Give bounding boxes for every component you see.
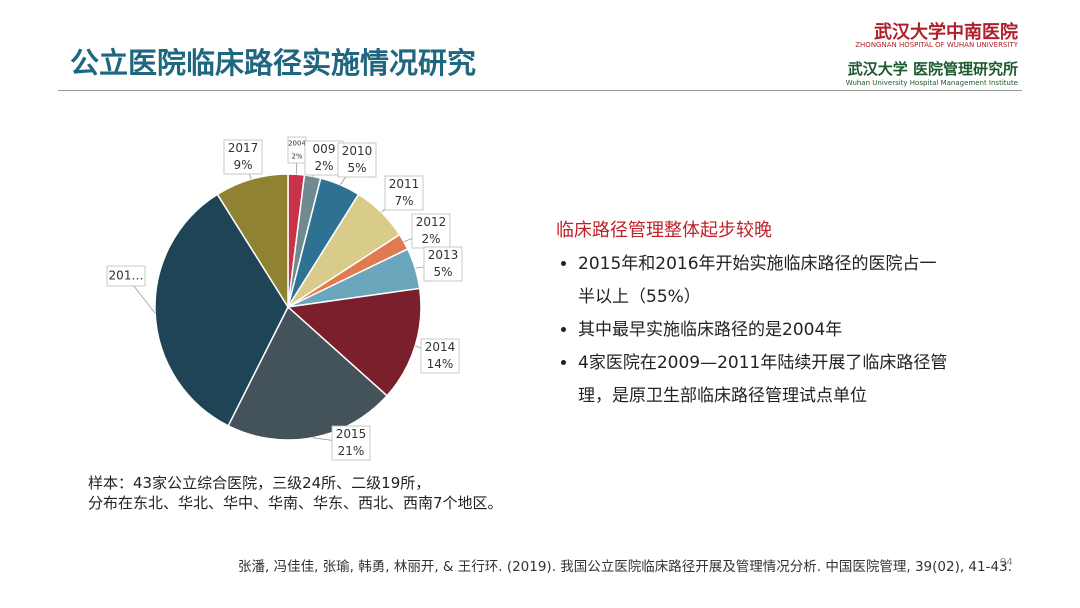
slice-label: 2013 (428, 248, 459, 262)
slice-value-label: 5% (433, 265, 452, 279)
sample-note: 样本：43家公立综合医院，三级24所、二级19所， (88, 474, 431, 492)
bullet: 其中最早实施临床路径的是2004年 (578, 314, 948, 347)
summary-heading: 临床路径管理整体起步较晚 (556, 220, 772, 241)
page-number: 94 (1000, 557, 1013, 568)
bullet: 4家医院在2009—2011年陆续开展了临床路径管理，是原卫生部临床路径管理试点… (578, 347, 948, 413)
label-box (106, 265, 146, 287)
slice-value-label: 21% (338, 444, 365, 458)
slice-value-label: 14% (427, 357, 454, 371)
label-box (411, 213, 451, 249)
logo-text-en: ZHONGNAN HOSPITAL OF WUHAN UNIVERSITY (855, 41, 1018, 49)
sample-note: 分布在东北、华北、华中、华南、华东、西北、西南7个地区。 (88, 494, 503, 512)
slice-label: 2012 (416, 215, 447, 229)
slice-value-label: 2% (421, 232, 440, 246)
slice-value-label: 9% (233, 158, 252, 172)
logo-text: 武汉大学中南医院 (874, 22, 1018, 43)
slice-label: 2015 (336, 427, 367, 441)
slice-value-label: 2% (291, 153, 302, 161)
slice-label: 201… (109, 269, 144, 283)
logo-text-en: Wuhan University Hospital Management Ins… (845, 79, 1018, 87)
slice-value-label: 2% (314, 159, 333, 173)
slice-label: 009 (313, 142, 336, 156)
slice-value-label: 5% (347, 161, 366, 175)
label-box (331, 425, 371, 461)
pie-slice (227, 305, 389, 441)
logo-text: 武汉大学 医院管理研究所 (847, 60, 1018, 78)
bullet-list: 2015年和2016年开始实施临床路径的医院占一半以上（55%） 其中最早实施临… (556, 248, 978, 413)
chart: 2004 2% 009 2% 2010 5% 2011 7%2012 2% 2013 5% 2014 1… (106, 136, 463, 461)
pie-slice (286, 287, 422, 397)
label-box (423, 246, 463, 282)
slice-value-label: 7% (394, 194, 413, 208)
pie-slice (154, 193, 289, 427)
label-box (384, 175, 424, 211)
citation: 张潘, 冯佳佳, 张瑜, 韩勇, 林丽开, & 王行环. (2019). 我国公… (238, 559, 1012, 575)
bullet: 2015年和2016年开始实施临床路径的医院占一半以上（55%） (578, 248, 948, 314)
slice-label: 2010 (342, 144, 373, 158)
slice-label: 2011 (389, 177, 420, 191)
label-box (337, 142, 377, 178)
slice-label: 2014 (425, 340, 456, 354)
title-rule (58, 90, 1022, 91)
label-box (223, 139, 263, 175)
slice-label: 2017 (228, 141, 259, 155)
slide-title: 公立医院临床路径实施情况研究 (70, 46, 477, 80)
label-box (420, 338, 460, 374)
slice-label: 2004 (288, 140, 306, 148)
label-box (304, 140, 344, 176)
